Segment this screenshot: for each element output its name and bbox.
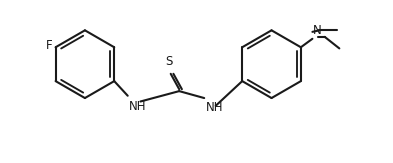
Text: NH: NH [129, 100, 147, 113]
Text: N: N [313, 24, 322, 37]
Text: NH: NH [206, 101, 223, 114]
Text: F: F [46, 39, 53, 52]
Text: S: S [165, 55, 173, 68]
